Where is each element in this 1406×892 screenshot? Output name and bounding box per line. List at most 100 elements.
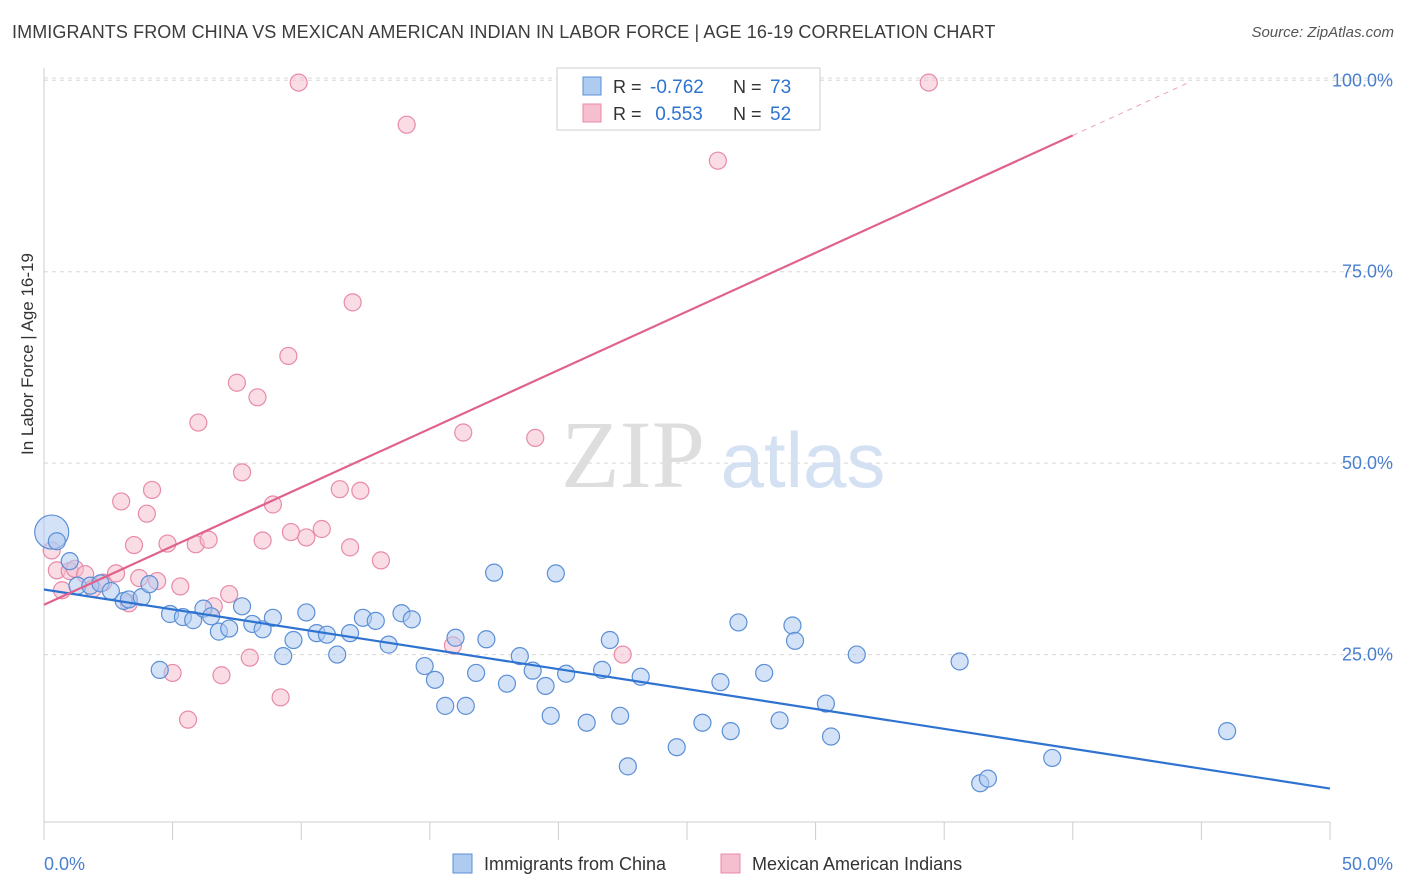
data-point	[526, 428, 545, 447]
data-point	[106, 564, 126, 583]
data-point	[821, 727, 841, 746]
data-point	[613, 645, 632, 664]
data-point	[711, 673, 730, 692]
data-point	[456, 696, 475, 715]
data-point	[340, 538, 360, 557]
data-point	[281, 522, 301, 542]
data-point	[577, 713, 596, 732]
trend-line-pink-extension	[1072, 82, 1189, 136]
trend-line-pink	[43, 134, 1074, 606]
chart-title: IMMIGRANTS FROM CHINA VS MEXICAN AMERICA…	[12, 22, 996, 42]
data-point	[330, 480, 349, 499]
data-point	[297, 528, 316, 547]
data-point	[178, 710, 198, 729]
legend-n-label-blue: N =	[733, 77, 762, 97]
data-point	[783, 616, 802, 635]
data-point	[847, 645, 866, 664]
watermark-zip: ZIP	[561, 401, 705, 508]
data-point	[137, 504, 156, 523]
data-point	[919, 73, 938, 92]
data-point	[140, 575, 159, 594]
series-legend: Immigrants from China Mexican American I…	[452, 853, 962, 874]
y-tick-label: 50.0%	[1342, 453, 1393, 473]
data-point	[546, 564, 565, 583]
data-point	[557, 664, 576, 683]
data-point	[220, 584, 239, 604]
data-point	[351, 481, 370, 500]
watermark: ZIP atlas	[561, 401, 885, 508]
series-immigrants-from-china	[34, 514, 1237, 793]
legend-r-label-blue: R =	[613, 77, 642, 97]
data-point	[343, 293, 362, 312]
data-point	[124, 535, 144, 555]
data-point	[397, 115, 416, 134]
data-point	[248, 388, 267, 407]
data-point	[212, 666, 231, 685]
series-legend-label-blue: Immigrants from China	[484, 854, 667, 874]
data-point	[47, 532, 66, 551]
data-point	[220, 619, 239, 638]
data-point	[171, 577, 190, 596]
stats-legend: R = -0.762 N = 73 R = 0.553 N = 52	[556, 67, 821, 131]
legend-r-value-blue: -0.762	[650, 77, 704, 98]
data-point	[253, 531, 272, 550]
legend-n-value-pink: 52	[770, 104, 791, 125]
data-point	[297, 603, 316, 622]
data-point	[425, 670, 445, 689]
tick-labels: 25.0% 50.0% 75.0% 100.0% 0.0% 50.0%	[44, 70, 1393, 874]
data-point	[618, 757, 637, 776]
data-point	[1043, 748, 1062, 768]
data-point	[279, 346, 298, 366]
data-point	[485, 563, 504, 582]
data-point	[240, 648, 259, 667]
data-point	[227, 373, 246, 392]
x-tick-label: 0.0%	[44, 854, 85, 874]
data-point	[371, 551, 391, 570]
trend-line-blue	[43, 588, 1331, 790]
legend-n-value-blue: 73	[770, 77, 791, 98]
data-point	[232, 463, 252, 482]
data-point	[312, 519, 331, 539]
data-point	[978, 769, 998, 788]
data-point	[600, 630, 619, 650]
y-tick-label: 100.0%	[1332, 70, 1393, 90]
data-point	[667, 738, 686, 757]
data-point	[446, 628, 465, 647]
data-point	[289, 73, 308, 92]
data-point	[1218, 722, 1237, 741]
data-point	[454, 423, 473, 442]
data-point	[232, 597, 252, 616]
data-point	[415, 656, 434, 676]
data-point	[366, 611, 385, 630]
watermark-atlas: atlas	[721, 416, 886, 504]
data-point	[150, 660, 169, 679]
x-tick-label: 50.0%	[1342, 854, 1393, 874]
data-point	[60, 552, 79, 571]
data-point	[729, 613, 748, 632]
data-point	[721, 722, 740, 741]
data-point	[112, 492, 131, 511]
data-point	[199, 530, 218, 549]
y-tick-label: 75.0%	[1342, 262, 1393, 282]
data-point	[510, 647, 529, 666]
data-point	[785, 631, 805, 650]
data-point	[328, 645, 347, 664]
data-point	[755, 663, 774, 683]
series-legend-swatch-blue	[452, 853, 473, 874]
y-tick-label: 25.0%	[1342, 645, 1393, 665]
data-point	[497, 674, 517, 693]
data-point	[402, 610, 421, 629]
data-point	[693, 713, 712, 732]
legend-r-value-pink: 0.553	[650, 104, 703, 125]
data-point	[340, 624, 360, 643]
data-point	[541, 706, 560, 725]
legend-r-label-pink: R =	[613, 104, 642, 124]
legend-swatch-blue	[582, 76, 602, 96]
data-point	[477, 630, 496, 649]
data-point	[950, 652, 969, 671]
data-point	[436, 696, 455, 715]
data-point	[274, 647, 293, 666]
legend-swatch-pink	[582, 103, 602, 123]
axes	[43, 68, 1331, 840]
